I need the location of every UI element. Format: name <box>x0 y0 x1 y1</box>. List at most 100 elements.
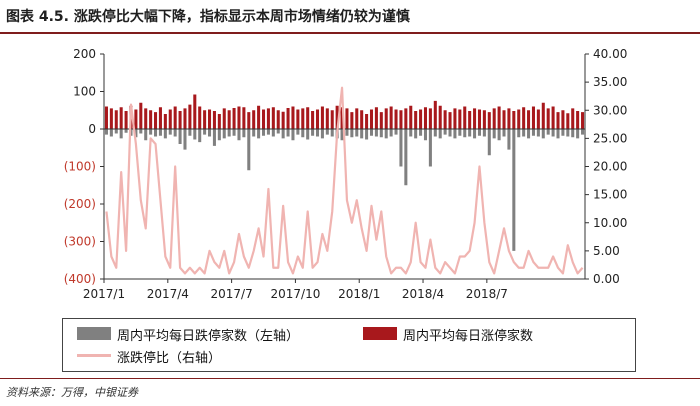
bar-fall <box>320 129 324 139</box>
bar-fall <box>443 129 447 135</box>
bar-rise <box>149 110 153 129</box>
bar-rise <box>458 109 462 129</box>
bar-rise <box>335 105 339 129</box>
bar-rise <box>482 110 486 129</box>
bar-rise <box>232 108 236 129</box>
bar-fall <box>109 129 113 137</box>
bar-fall <box>212 129 216 146</box>
bar-rise <box>345 108 349 129</box>
bar-rise <box>360 110 364 129</box>
bar-rise <box>281 111 285 129</box>
bar-fall <box>271 129 275 137</box>
bar-rise <box>379 112 383 129</box>
bar-rise <box>492 108 496 129</box>
left-axis-tick-label: 0 <box>88 122 96 136</box>
bar-rise <box>531 106 535 129</box>
bar-rise <box>507 108 511 129</box>
bar-fall <box>203 129 207 135</box>
bar-fall <box>561 129 565 136</box>
right-axis-tick-label: 15.00 <box>593 188 627 202</box>
bar-fall <box>183 129 187 150</box>
bar-fall <box>217 129 221 141</box>
bar-rise <box>423 107 428 129</box>
bar-rise <box>222 108 226 129</box>
bar-rise <box>419 109 423 129</box>
bar-fall <box>232 129 236 136</box>
right-axis-tick-label: 20.00 <box>593 160 627 174</box>
bar-fall <box>325 129 329 135</box>
bar-fall <box>389 129 393 137</box>
bar-rise <box>188 104 192 129</box>
legend-swatch-rise <box>363 327 397 340</box>
bar-fall <box>276 129 280 134</box>
bar-rise <box>581 112 585 129</box>
bar-rise <box>168 109 172 129</box>
bar-rise <box>546 108 550 129</box>
bar-rise <box>158 107 162 129</box>
bar-fall <box>306 129 310 140</box>
bar-rise <box>340 107 344 129</box>
bar-rise <box>183 108 187 129</box>
bar-fall <box>433 129 437 137</box>
bar-rise <box>124 111 128 129</box>
bar-fall <box>399 129 403 167</box>
bar-rise <box>286 108 290 129</box>
bar-fall <box>546 129 550 135</box>
bar-rise <box>212 111 216 129</box>
bar-fall <box>414 129 418 139</box>
bar-rise <box>384 108 388 129</box>
bar-rise <box>217 114 221 129</box>
bar-rise <box>252 110 256 129</box>
bar-rise <box>350 112 354 129</box>
bar-fall <box>502 129 506 137</box>
bar-fall <box>222 129 226 139</box>
bar-fall <box>379 129 383 138</box>
bar-rise <box>369 109 374 129</box>
bar-fall <box>158 129 162 136</box>
bar-fall <box>517 129 521 138</box>
left-axis-tick-label: 200 <box>73 47 96 61</box>
bar-fall <box>242 129 246 138</box>
chart-title: 图表 4.5. 涨跌停比大幅下降，指标显示本周市场情绪仍较为谨慎 <box>6 9 410 25</box>
bar-fall <box>463 129 467 138</box>
bar-fall <box>149 129 153 135</box>
legend-label-rise: 周内平均每日涨停家数 <box>403 329 534 344</box>
bar-fall <box>237 129 241 141</box>
bar-fall <box>114 129 118 134</box>
bar-fall <box>124 129 128 133</box>
bar-fall <box>104 129 108 135</box>
bar-rise <box>320 106 324 129</box>
bar-fall <box>556 129 560 139</box>
bar-rise <box>566 113 570 129</box>
bar-fall <box>497 129 501 141</box>
bar-rise <box>198 106 202 129</box>
bar-fall <box>355 129 359 137</box>
bar-fall <box>198 129 202 143</box>
bar-rise <box>399 110 403 129</box>
left-axis-tick-label: (300) <box>64 235 96 249</box>
bar-fall <box>296 129 300 135</box>
bar-rise <box>330 110 334 129</box>
bar-rise <box>301 108 305 129</box>
bar-fall <box>247 129 251 171</box>
bar-rise <box>561 110 565 129</box>
bar-fall <box>438 129 442 139</box>
bar-fall <box>394 129 398 135</box>
bar-rise <box>276 110 280 129</box>
bar-rise <box>571 108 575 129</box>
bar-fall <box>315 129 320 137</box>
bar-fall <box>144 129 148 141</box>
bar-rise <box>154 112 158 129</box>
bar-rise <box>502 110 506 129</box>
bar-fall <box>311 129 315 136</box>
bar-fall <box>168 129 172 135</box>
bar-rise <box>173 106 177 129</box>
footer-divider <box>0 378 700 379</box>
bar-fall <box>473 129 477 139</box>
right-axis-tick-label: 10.00 <box>593 216 627 230</box>
bar-fall <box>208 129 212 137</box>
bar-fall <box>468 129 472 137</box>
bar-fall <box>163 129 167 139</box>
bar-rise <box>266 108 270 129</box>
bar-fall <box>139 129 143 134</box>
